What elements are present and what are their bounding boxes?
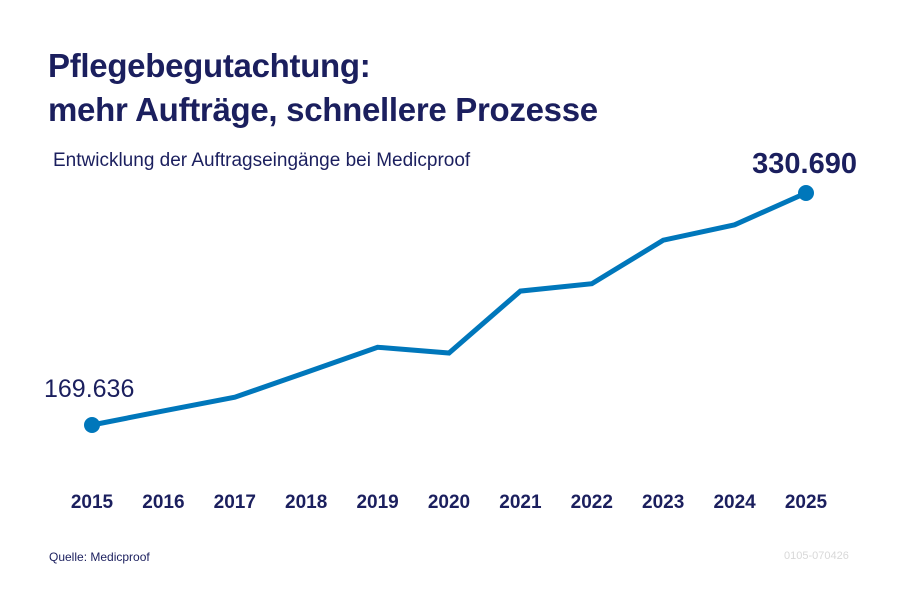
data-label-end: 330.690 bbox=[752, 148, 857, 180]
x-tick-label: 2016 bbox=[142, 492, 184, 513]
x-tick-label: 2021 bbox=[499, 492, 542, 513]
data-point-2015 bbox=[84, 417, 100, 433]
x-tick-label: 2017 bbox=[214, 492, 256, 513]
x-tick-label: 2019 bbox=[356, 492, 398, 513]
x-tick-label: 2022 bbox=[571, 492, 613, 513]
title-line-1: Pflegebegutachtung: bbox=[48, 47, 371, 84]
data-label-start: 169.636 bbox=[44, 375, 134, 403]
data-point-2025 bbox=[798, 185, 814, 201]
x-tick-label: 2018 bbox=[285, 492, 327, 513]
x-tick-label: 2023 bbox=[642, 492, 684, 513]
x-tick-label: 2025 bbox=[785, 492, 828, 513]
x-tick-label: 2015 bbox=[71, 492, 114, 513]
series-line bbox=[91, 190, 808, 428]
x-tick-label: 2020 bbox=[428, 492, 470, 513]
x-tick-label: 2024 bbox=[713, 492, 756, 513]
source-note: Quelle: Medicproof bbox=[49, 550, 150, 564]
chart-code: 0105-070426 bbox=[784, 550, 849, 562]
chart-title: Pflegebegutachtung: mehr Aufträge, schne… bbox=[48, 44, 598, 132]
title-line-2: mehr Aufträge, schnellere Prozesse bbox=[48, 91, 598, 128]
chart-subtitle: Entwicklung der Auftragseingänge bei Med… bbox=[53, 150, 471, 171]
